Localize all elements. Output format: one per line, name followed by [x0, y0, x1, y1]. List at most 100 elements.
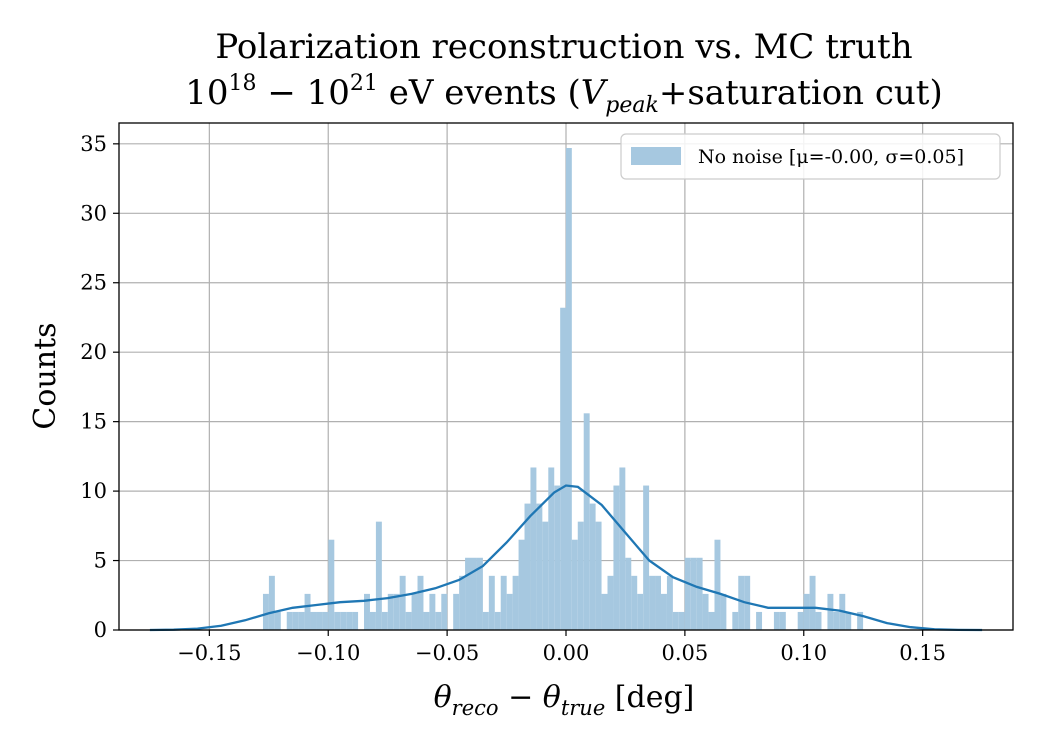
y-tick-label-7: 35: [80, 132, 107, 156]
histogram-bar-62: [637, 593, 644, 630]
histogram-bar-41: [512, 575, 519, 630]
histogram-bar-65: [655, 575, 661, 630]
legend-label: No noise [μ=-0.00, σ=0.05]: [698, 146, 964, 168]
histogram-bar-21: [393, 593, 400, 630]
histogram-bar-40: [506, 593, 513, 630]
histogram-bar-27: [429, 593, 436, 630]
histogram-bar-11: [334, 611, 341, 630]
chart-subtitle: 1018 − 1021 eV events (Vpeak+saturation …: [185, 71, 942, 118]
histogram-bar-57: [607, 575, 614, 630]
histogram-bar-38: [494, 611, 501, 630]
histogram-bar-76: [720, 593, 727, 630]
x-tick-label-4: 0.05: [662, 641, 709, 665]
histogram-bar-31: [453, 593, 460, 630]
histogram-bar-46: [542, 521, 549, 630]
histogram-bar-24: [411, 593, 418, 630]
y-axis-label: Counts: [28, 322, 63, 429]
histogram-bar-51: [571, 539, 578, 630]
histogram-bar-84: [803, 593, 810, 630]
histogram-bar-88: [833, 611, 840, 630]
histogram-bar-3: [286, 611, 293, 630]
legend: No noise [μ=-0.00, σ=0.05]: [620, 133, 1001, 180]
histogram-bar-68: [672, 611, 679, 630]
histogram-bar-19: [381, 611, 388, 630]
x-tick-label-2: −0.05: [415, 641, 479, 665]
x-tick-label-5: 0.10: [780, 641, 827, 665]
y-tick-label-6: 30: [80, 201, 107, 225]
histogram-bar-87: [827, 593, 834, 630]
histogram-bar-64: [649, 575, 656, 630]
histogram-bar-86: [815, 611, 822, 630]
histogram-bar-60: [625, 557, 632, 630]
histogram-bar-22: [399, 575, 406, 630]
histogram-bar-9: [322, 611, 329, 630]
histogram-bar-6: [304, 593, 311, 630]
x-tick-label-0: −0.15: [177, 641, 241, 665]
y-tick-label-0: 0: [94, 618, 107, 642]
histogram-bar-10: [328, 539, 335, 630]
histogram-bar-69: [678, 611, 685, 630]
histogram-bar-52: [577, 521, 584, 630]
histogram-bar-17: [369, 611, 376, 630]
histogram-bar-58: [613, 485, 620, 630]
histogram-bar-32: [459, 575, 466, 630]
histogram-bar-82: [779, 611, 786, 630]
histogram-bar-70: [684, 557, 691, 630]
histogram-bar-39: [500, 575, 507, 630]
kde-curve: [149, 484, 983, 632]
histogram-bar-59: [619, 467, 626, 630]
histogram-bar-53: [583, 413, 590, 630]
legend-box: [620, 133, 1001, 180]
histogram-bar-28: [435, 611, 442, 630]
y-tick-label-5: 25: [80, 271, 107, 295]
y-axis-ticks: 0 5 10 15 20 25 30 35: [80, 132, 119, 642]
histogram-bar-29: [441, 593, 448, 630]
x-axis-label: θreco − θtrue [deg]: [434, 680, 695, 720]
y-tick-label-2: 10: [80, 479, 107, 503]
histogram-bar-33: [465, 557, 472, 630]
histogram-bar-74: [708, 611, 715, 630]
histogram-bar-91: [857, 611, 864, 630]
histogram-bar-75: [714, 539, 721, 630]
histogram-bar-73: [702, 593, 709, 630]
legend-swatch: [631, 147, 681, 165]
histogram-bar-26: [423, 611, 430, 630]
histogram-bar-77: [732, 611, 739, 630]
histogram-bar-25: [417, 575, 424, 630]
histogram-bar-7: [310, 611, 317, 630]
histogram-bar-44: [530, 467, 537, 630]
histogram-bar-36: [482, 611, 489, 630]
histogram-bar-66: [660, 593, 667, 630]
histogram-bar-45: [536, 503, 543, 630]
histogram-bar-71: [690, 557, 697, 630]
x-axis-ticks: −0.15 −0.10 −0.05 0.00 0.05 0.10 0.15: [177, 630, 946, 665]
histogram-bar-56: [601, 593, 608, 630]
histogram-bar-47: [548, 467, 555, 630]
histogram-bar-85: [809, 575, 816, 630]
histogram-bar-12: [340, 611, 347, 630]
histogram-bar-5: [298, 611, 305, 630]
histogram-bar-13: [346, 611, 353, 630]
histogram-bar-34: [471, 557, 477, 630]
chart-title: Polarization reconstruction vs. MC truth: [215, 27, 912, 67]
histogram-bar-83: [797, 611, 804, 630]
histogram-bar-4: [292, 611, 299, 630]
histogram-bar-78: [738, 575, 745, 630]
histogram-bar-90: [845, 611, 852, 630]
histogram-bar-35: [476, 557, 483, 630]
histogram-bar-23: [405, 611, 412, 630]
histogram-bar-49: [560, 307, 567, 630]
histogram-bar-14: [352, 611, 359, 630]
histogram-bar-55: [595, 521, 602, 630]
histogram-bar-61: [631, 575, 638, 630]
y-tick-label-3: 15: [80, 410, 107, 434]
histogram-bar-72: [696, 557, 703, 630]
histogram-bar-20: [387, 593, 394, 630]
histogram-bar-16: [364, 593, 370, 630]
histogram-bars: [262, 148, 864, 630]
y-tick-label-4: 20: [80, 340, 107, 364]
histogram-bar-50: [565, 148, 572, 630]
histogram-bar-2: [274, 611, 281, 630]
histogram-bar-1: [268, 575, 275, 630]
